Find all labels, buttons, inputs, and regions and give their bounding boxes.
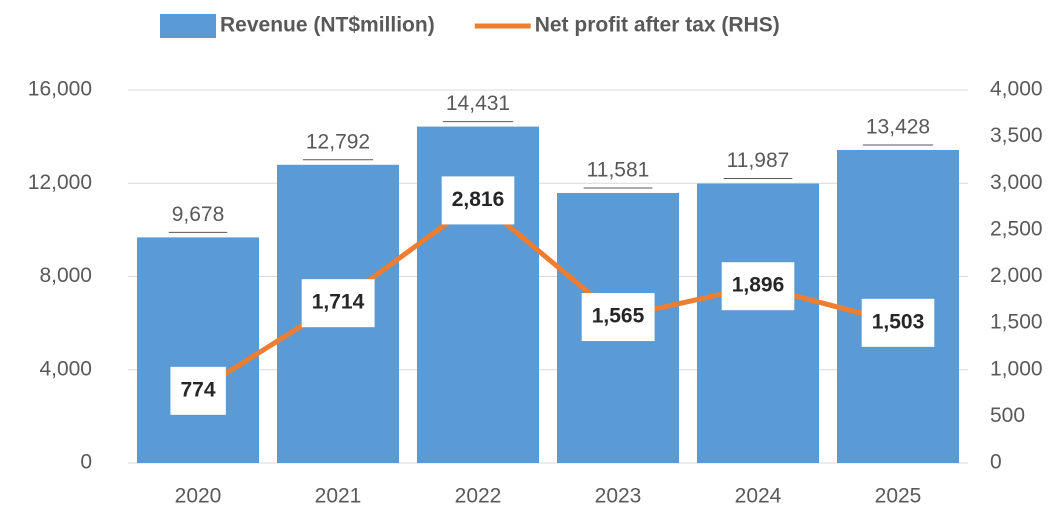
line-label: 1,565 — [581, 293, 655, 342]
legend-label: Net profit after tax (RHS) — [535, 14, 780, 37]
x-tick-label: 2025 — [875, 485, 922, 508]
y2-tick-label: 2,000 — [990, 264, 1043, 287]
label-box — [581, 293, 655, 342]
bar-value-label: 14,431 — [446, 92, 510, 115]
y2-tick-label: 1,000 — [990, 357, 1043, 380]
y2-tick-label: 2,500 — [990, 217, 1043, 240]
y-tick-label: 8,000 — [39, 264, 92, 287]
x-tick-label: 2020 — [175, 485, 222, 508]
label-box — [721, 262, 795, 311]
line-label: 1,896 — [721, 262, 795, 311]
x-tick-label: 2021 — [315, 485, 362, 508]
bar — [697, 183, 819, 463]
x-tick-label: 2023 — [595, 485, 642, 508]
label-box — [861, 298, 935, 347]
y2-tick-label: 500 — [990, 404, 1025, 427]
bar-value-label: 9,678 — [172, 203, 225, 226]
y-tick-label: 4,000 — [39, 357, 92, 380]
bar — [137, 237, 259, 463]
label-box — [170, 366, 226, 415]
bar-value-label: 11,581 — [587, 159, 650, 182]
y2-tick-label: 3,000 — [990, 171, 1043, 194]
y-tick-label: 0 — [80, 451, 92, 474]
grid — [128, 89, 968, 464]
line-value-label: 2,816 — [452, 188, 505, 211]
x-tick-label: 2024 — [735, 485, 782, 508]
line-label: 2,816 — [441, 176, 515, 225]
y2-tick-label: 1,500 — [990, 311, 1043, 334]
line-value-label: 1,896 — [732, 274, 785, 297]
y2-tick-label: 0 — [990, 451, 1002, 474]
label-box — [441, 176, 515, 225]
bar-value-label: 11,987 — [727, 149, 790, 172]
line-label: 1,714 — [301, 279, 375, 328]
y-tick-label: 12,000 — [28, 171, 92, 194]
label-box — [301, 279, 375, 328]
legend-label: Revenue (NT$million) — [220, 14, 435, 37]
line-label: 1,503 — [861, 298, 935, 347]
line-value-label: 1,714 — [312, 291, 365, 314]
y-tick-label: 16,000 — [28, 78, 92, 101]
y2-tick-label: 3,500 — [990, 124, 1043, 147]
line-value-label: 774 — [180, 378, 215, 401]
bar-value-label: 12,792 — [306, 130, 370, 153]
legend-swatch — [160, 14, 216, 38]
x-tick-label: 2022 — [455, 485, 502, 508]
line-value-label: 1,565 — [592, 305, 645, 328]
line-value-label: 1,503 — [872, 310, 925, 333]
line-label: 774 — [170, 366, 226, 415]
y2-tick-label: 4,000 — [990, 78, 1043, 101]
bar-value-label: 13,428 — [866, 116, 930, 139]
